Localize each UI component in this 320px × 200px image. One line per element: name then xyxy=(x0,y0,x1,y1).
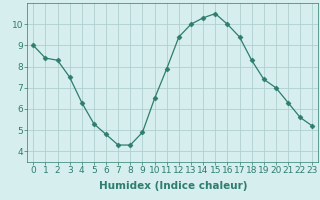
X-axis label: Humidex (Indice chaleur): Humidex (Indice chaleur) xyxy=(99,181,247,191)
